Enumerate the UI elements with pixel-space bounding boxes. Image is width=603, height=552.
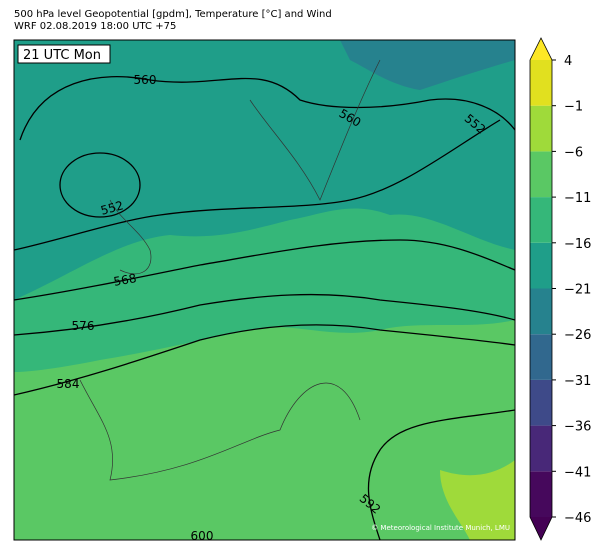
hot-region: [440, 460, 515, 540]
colorbar-band: [530, 151, 552, 198]
map-area: 21 UTC Mon © Meteorological Institute Mu…: [13, 39, 516, 541]
contour-label: 568: [113, 271, 138, 289]
title-line-1: 500 hPa level Geopotential [gpdm], Tempe…: [14, 9, 332, 20]
colorbar-tick-label: −26: [564, 328, 591, 343]
colorbar-band: [530, 379, 552, 426]
colorbar-band: [530, 197, 552, 243]
colorbar-extend-high: [530, 38, 552, 60]
contours: [13, 75, 516, 541]
colorbar-band: [530, 288, 552, 335]
contour-label: 600: [191, 529, 214, 543]
colorbar-tick-label: −46: [564, 511, 591, 526]
colorbar-tick-label: −31: [564, 374, 591, 389]
colorbar-tick-label: −1: [564, 100, 583, 115]
colorbar-band: [530, 471, 552, 517]
colorbar-band: [530, 334, 552, 380]
cold-region: [340, 40, 515, 90]
colorbar-tick-label: −6: [564, 145, 583, 160]
colorbar-tick-label: −16: [564, 237, 591, 252]
contour-label: 584: [57, 377, 80, 391]
colorbar-extend-low: [530, 517, 552, 540]
colorbar-band: [530, 60, 552, 106]
credit: © Meteorological Institute Munich, LMU: [371, 524, 510, 532]
colorbar-tick-label: 4: [564, 54, 572, 69]
colorbar-band: [530, 105, 552, 152]
time-label-box: [17, 44, 111, 64]
colorbar-band: [530, 425, 552, 472]
colorbar-band: [530, 242, 552, 289]
contour-label: 576: [72, 319, 95, 333]
title-line-2: WRF 02.08.2019 18:00 UTC +75: [14, 21, 176, 32]
colorbar-tick-label: −21: [564, 283, 591, 298]
colorbar-tick-label: −11: [564, 191, 591, 206]
contour-label: 552: [99, 198, 125, 217]
colorbar-tick-label: −36: [564, 420, 591, 435]
colorbar-tick-label: −41: [564, 465, 591, 480]
contour-label: 560: [134, 73, 157, 87]
map-frame: [13, 39, 516, 541]
time-label: 21 UTC Mon: [23, 48, 101, 63]
